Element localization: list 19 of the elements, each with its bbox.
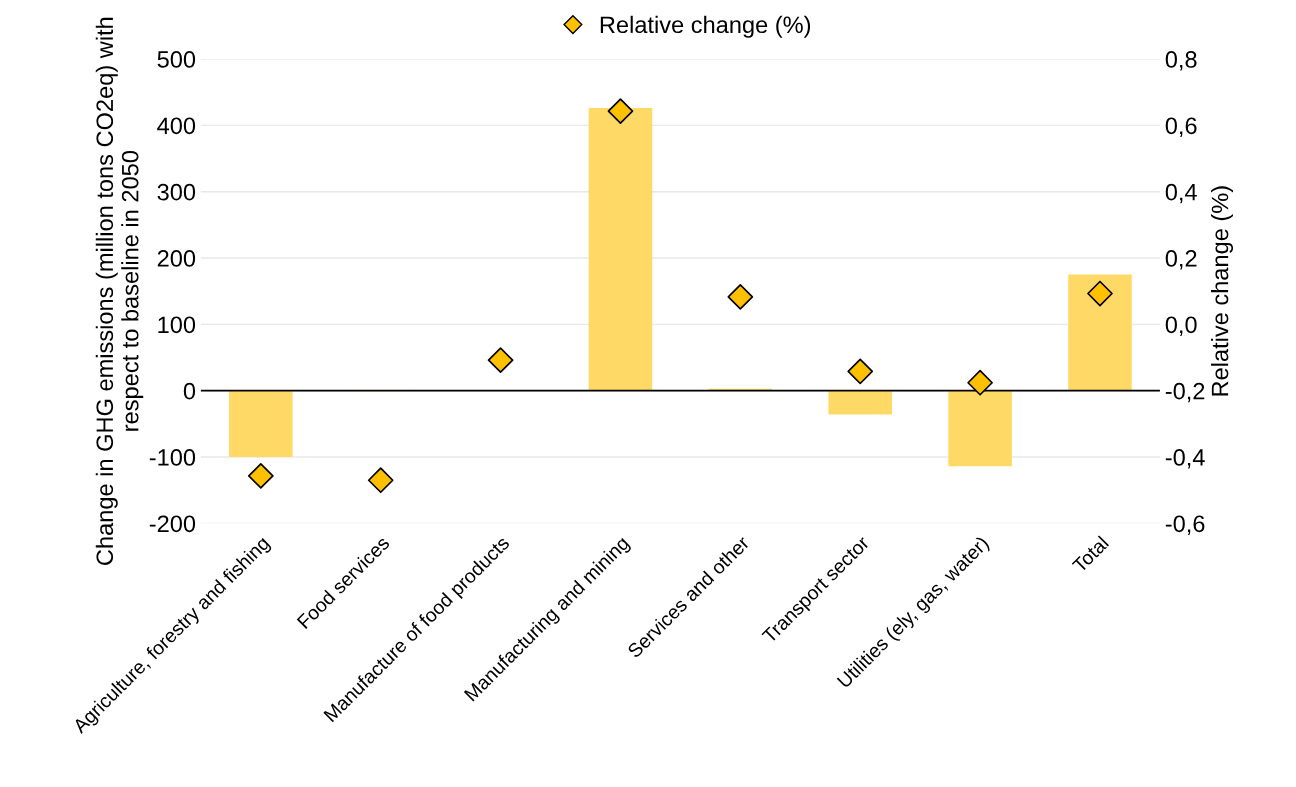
y-tick-label: 100 xyxy=(158,316,196,334)
y-tick-label: 300 xyxy=(157,183,196,201)
legend-label: Relative change (%) xyxy=(600,15,811,38)
y2-tick-label: 0,2 xyxy=(1165,250,1197,270)
y-tick-label: 400 xyxy=(157,117,196,135)
y2-tick-label: -0,4 xyxy=(1165,449,1205,469)
y-axis-title: Change in GHG emissions (million tons CO2eq) with respect to baseline in 2050 xyxy=(95,17,144,565)
y-tick-label: 500 xyxy=(157,51,196,68)
y2-axis-title: Relative change (%) xyxy=(1211,186,1234,396)
y2-tick-label: -0,2 xyxy=(1165,382,1205,403)
y2-tick-label: -0,6 xyxy=(1165,515,1205,535)
y2-tick-label: 0,8 xyxy=(1165,51,1197,71)
y-tick-label: -200 xyxy=(149,515,196,533)
y-tick-label: 200 xyxy=(157,250,196,267)
y2-tick-label: 0,0 xyxy=(1165,316,1197,336)
y-tick-label: -100 xyxy=(149,449,196,466)
y2-tick-label: 0,4 xyxy=(1165,183,1197,204)
y2-tick-label: 0,6 xyxy=(1165,117,1197,137)
y-tick-label: 0 xyxy=(183,382,196,400)
